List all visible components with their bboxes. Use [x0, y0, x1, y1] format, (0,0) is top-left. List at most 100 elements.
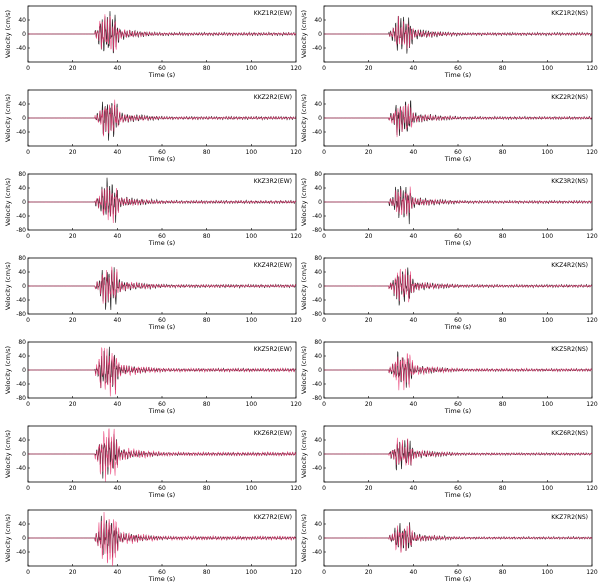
trace-red — [28, 347, 296, 397]
x-tick-label: 40 — [410, 149, 418, 156]
x-tick-label: 100 — [542, 401, 554, 408]
trace-red — [28, 428, 296, 482]
x-tick-label: 40 — [410, 317, 418, 324]
x-tick-label: 120 — [290, 569, 302, 576]
x-tick-label: 100 — [542, 569, 554, 576]
x-axis-label: Time (s) — [148, 239, 175, 247]
y-tick-label: 0 — [22, 535, 26, 542]
x-tick-label: 120 — [586, 569, 598, 576]
x-tick-label: 0 — [322, 401, 326, 408]
trace-red — [324, 437, 592, 466]
trace-black — [324, 186, 592, 225]
x-tick-label: 120 — [290, 65, 302, 72]
x-tick-label: 80 — [499, 401, 507, 408]
trace-black — [28, 11, 296, 54]
x-tick-label: 20 — [365, 401, 373, 408]
x-tick-label: 40 — [410, 233, 418, 240]
panel-kkz3r2-ns-: 0 20 40 60 80 100 120 -80 -40 0 40 80 Velocity (cm/s… — [300, 171, 598, 247]
x-tick-label: 60 — [158, 485, 166, 492]
x-axis-label: Time (s) — [148, 155, 175, 163]
x-tick-label: 0 — [322, 485, 326, 492]
x-axis-label: Time (s) — [148, 575, 175, 583]
trace-red — [324, 353, 592, 391]
trace-red — [28, 266, 296, 304]
trace-red — [28, 14, 296, 52]
x-axis-label: Time (s) — [444, 71, 471, 79]
y-tick-label: -40 — [16, 297, 26, 304]
trace-red — [324, 186, 592, 217]
x-tick-label: 120 — [586, 65, 598, 72]
y-tick-label: 40 — [314, 353, 322, 360]
x-tick-label: 120 — [586, 485, 598, 492]
y-axis-label: Velocity (cm/s) — [300, 262, 308, 310]
trace-black — [324, 16, 592, 54]
trace-black — [28, 515, 296, 558]
x-axis-label: Time (s) — [444, 239, 471, 247]
panel-kkz4r2-ns-: 0 20 40 60 80 100 120 -80 -40 0 40 80 Velocity (cm/s… — [300, 255, 598, 331]
x-tick-label: 80 — [499, 149, 507, 156]
trace-red — [324, 103, 592, 138]
x-tick-label: 120 — [586, 149, 598, 156]
x-tick-label: 60 — [454, 401, 462, 408]
panel-title: KKZ3R2(NS) — [551, 178, 588, 185]
x-tick-label: 40 — [410, 485, 418, 492]
panel-kkz7r2-ew-: 0 20 40 60 80 100 120 -40 0 40 Velocity (cm/s) Time… — [4, 509, 302, 583]
y-tick-label: -40 — [16, 129, 26, 136]
y-tick-label: 0 — [318, 31, 322, 38]
y-tick-label: -80 — [16, 395, 26, 402]
x-tick-label: 100 — [246, 65, 258, 72]
y-tick-label: -40 — [16, 381, 26, 388]
y-tick-label: 0 — [318, 115, 322, 122]
x-tick-label: 80 — [499, 485, 507, 492]
y-tick-label: 0 — [22, 451, 26, 458]
x-tick-label: 120 — [290, 317, 302, 324]
x-tick-label: 40 — [410, 401, 418, 408]
x-tick-label: 60 — [158, 65, 166, 72]
x-tick-label: 100 — [542, 149, 554, 156]
x-tick-label: 40 — [410, 65, 418, 72]
y-axis-label: Velocity (cm/s) — [300, 346, 308, 394]
y-axis-label: Velocity (cm/s) — [300, 178, 308, 226]
y-tick-label: 40 — [18, 101, 26, 108]
x-tick-label: 120 — [290, 485, 302, 492]
y-tick-label: -80 — [312, 227, 322, 234]
y-tick-label: -40 — [312, 45, 322, 52]
y-tick-label: 80 — [314, 255, 322, 262]
y-tick-label: 80 — [18, 339, 26, 346]
x-tick-label: 100 — [542, 233, 554, 240]
trace-red — [28, 99, 296, 137]
x-tick-label: 40 — [114, 485, 122, 492]
y-tick-label: 40 — [18, 353, 26, 360]
x-tick-label: 60 — [158, 317, 166, 324]
x-tick-label: 120 — [290, 233, 302, 240]
y-axis-label: Velocity (cm/s) — [4, 514, 12, 562]
y-tick-label: -40 — [16, 213, 26, 220]
y-axis-label: Velocity (cm/s) — [300, 514, 308, 562]
y-tick-label: -40 — [312, 213, 322, 220]
y-tick-label: -80 — [312, 395, 322, 402]
x-tick-label: 0 — [26, 233, 30, 240]
x-tick-label: 20 — [365, 149, 373, 156]
x-tick-label: 0 — [26, 569, 30, 576]
x-tick-label: 60 — [454, 149, 462, 156]
panel-kkz3r2-ew-: 0 20 40 60 80 100 120 -80 -40 0 40 80 Velocity (cm/s… — [4, 171, 302, 247]
x-tick-label: 100 — [246, 485, 258, 492]
x-tick-label: 0 — [26, 149, 30, 156]
x-tick-label: 40 — [114, 317, 122, 324]
y-tick-label: -80 — [16, 311, 26, 318]
x-axis-label: Time (s) — [148, 71, 175, 79]
x-tick-label: 0 — [322, 149, 326, 156]
panel-title: KKZ1R2(NS) — [551, 10, 588, 17]
trace-black — [28, 267, 296, 310]
y-tick-label: 0 — [22, 115, 26, 122]
y-tick-label: 40 — [314, 269, 322, 276]
x-tick-label: 60 — [454, 65, 462, 72]
trace-black — [28, 346, 296, 390]
x-tick-label: 20 — [365, 317, 373, 324]
x-tick-label: 80 — [203, 401, 211, 408]
y-tick-label: -40 — [312, 381, 322, 388]
x-tick-label: 20 — [365, 233, 373, 240]
x-tick-label: 80 — [203, 317, 211, 324]
x-tick-label: 40 — [114, 401, 122, 408]
y-tick-label: -40 — [312, 465, 322, 472]
